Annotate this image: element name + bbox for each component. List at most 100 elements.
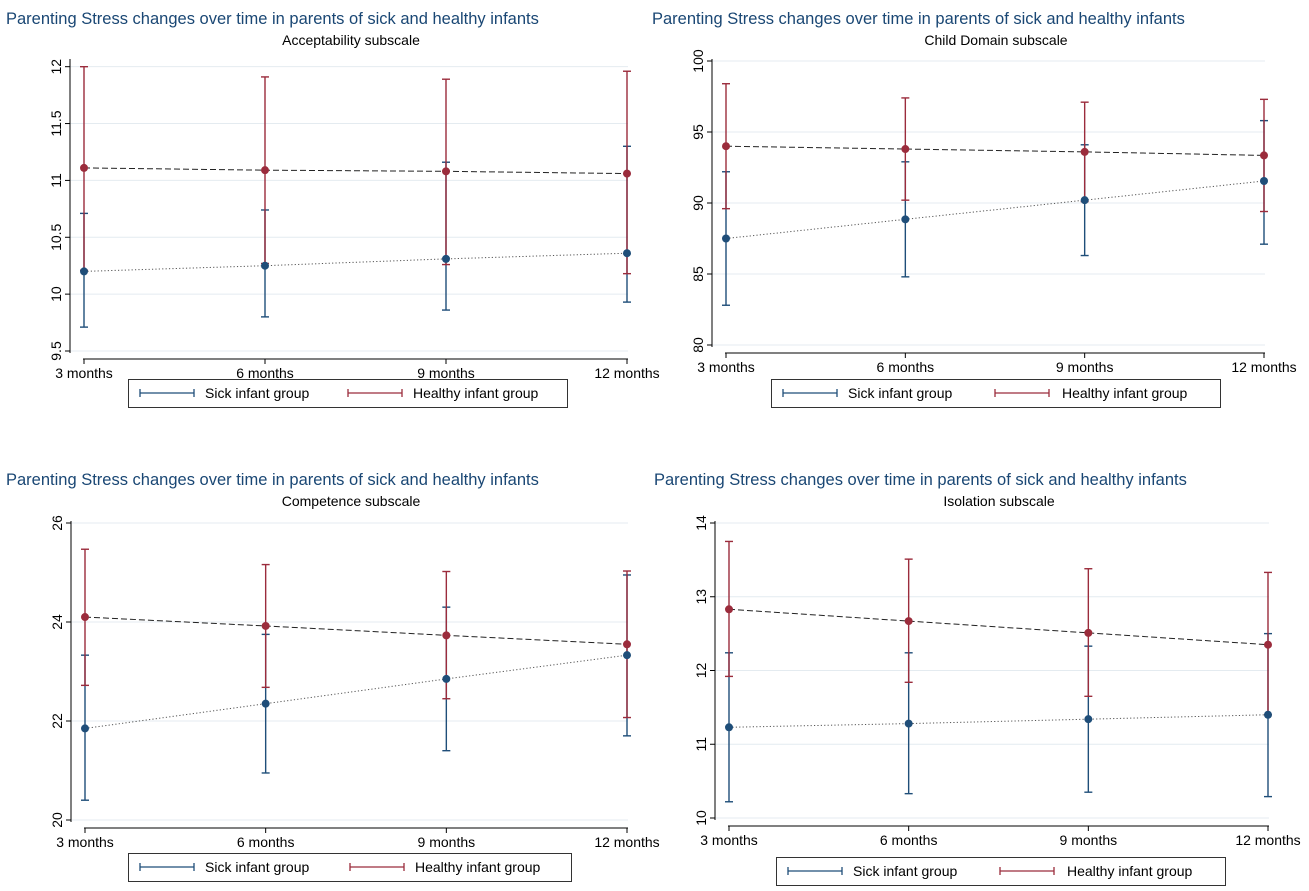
- data-point-sick: [1084, 715, 1093, 724]
- legend-label-healthy: Healthy infant group: [413, 385, 539, 401]
- y-tick-label: 20: [49, 812, 65, 828]
- legend-label-sick: Sick infant group: [853, 863, 958, 879]
- data-point-healthy: [442, 167, 450, 176]
- x-tick-label: 6 months: [877, 359, 935, 375]
- x-tick-label: 6 months: [880, 832, 938, 848]
- series-line-sick: [84, 654, 628, 729]
- legend-label-healthy: Healthy infant group: [415, 859, 541, 875]
- data-point-sick: [442, 674, 451, 683]
- y-tick-label: 24: [49, 614, 65, 630]
- legend-label-sick: Sick infant group: [205, 385, 310, 401]
- series-line-healthy: [725, 145, 1265, 156]
- y-tick-label: 9.5: [48, 341, 64, 361]
- legend-swatch-healthy: [347, 389, 403, 397]
- data-point-sick: [901, 215, 910, 224]
- series-line-sick: [725, 180, 1265, 239]
- legend-label-healthy: Healthy infant group: [1062, 385, 1188, 401]
- y-tick-label: 95: [690, 124, 706, 140]
- x-tick-label: 6 months: [237, 834, 295, 850]
- x-tick-label: 12 months: [594, 365, 659, 381]
- data-point-sick: [1080, 196, 1089, 205]
- x-tick-label: 6 months: [236, 365, 294, 381]
- x-tick-label: 9 months: [418, 834, 476, 850]
- chart-title: Parenting Stress changes over time in pa…: [6, 10, 539, 28]
- data-point-sick: [1264, 710, 1272, 719]
- data-point-healthy: [1080, 147, 1089, 156]
- data-point-sick: [623, 651, 631, 660]
- data-point-sick: [722, 234, 730, 243]
- chart-plot-isolation: 10 11 12 13 14 3 months 6 months 9 months 12 mon…: [693, 515, 1301, 848]
- data-point-healthy: [725, 605, 733, 614]
- data-point-healthy: [442, 631, 451, 640]
- series-line-sick: [83, 252, 628, 272]
- y-tick-label: 100: [690, 49, 706, 73]
- data-point-sick: [725, 723, 733, 732]
- data-point-healthy: [904, 617, 913, 626]
- y-tick-label: 10: [48, 286, 64, 302]
- x-tick-label: 9 months: [1060, 832, 1118, 848]
- chart-legend: Sick infant group Healthy infant group: [776, 857, 1226, 886]
- chart-subtitle: Competence subscale: [281, 493, 421, 509]
- legend-swatch-sick: [139, 863, 195, 871]
- y-tick-label: 12: [48, 59, 64, 75]
- y-tick-label: 12: [693, 663, 709, 679]
- data-point-healthy: [1260, 151, 1268, 160]
- chart-title: Parenting Stress changes over time in pa…: [654, 471, 1187, 489]
- data-point-healthy: [1084, 628, 1093, 637]
- chart-subtitle: Child Domain subscale: [924, 32, 1068, 48]
- y-tick-label: 13: [693, 589, 709, 605]
- data-point-healthy: [261, 166, 269, 175]
- chart-title: Parenting Stress changes over time in pa…: [6, 471, 539, 489]
- y-tick-label: 85: [690, 266, 706, 282]
- x-tick-label: 3 months: [56, 834, 114, 850]
- legend-swatch-healthy: [349, 863, 405, 871]
- y-tick-label: 14: [693, 515, 709, 531]
- x-tick-label: 12 months: [594, 834, 659, 850]
- chart-subtitle: Acceptability subscale: [282, 32, 420, 48]
- y-tick-label: 11: [48, 173, 64, 188]
- series-line-healthy: [728, 608, 1269, 646]
- x-tick-label: 9 months: [1056, 359, 1114, 375]
- data-point-healthy: [80, 163, 88, 172]
- series-line-sick: [728, 714, 1269, 728]
- chart-subtitle: Isolation subscale: [943, 493, 1055, 509]
- y-tick-label: 10.5: [48, 223, 64, 250]
- legend-swatch-healthy: [999, 867, 1055, 875]
- legend-swatch-sick: [782, 389, 838, 397]
- data-point-healthy: [623, 640, 631, 649]
- data-point-healthy: [1264, 640, 1272, 649]
- data-point-healthy: [623, 169, 631, 178]
- chart-title: Parenting Stress changes over time in pa…: [652, 10, 1185, 28]
- chart-legend: Sick infant group Healthy infant group: [128, 853, 572, 882]
- series-line-healthy: [84, 616, 628, 645]
- data-point-sick: [623, 249, 631, 258]
- legend-label-sick: Sick infant group: [205, 859, 310, 875]
- y-tick-label: 80: [690, 337, 706, 353]
- legend-swatch-sick: [787, 867, 843, 875]
- legend-swatch-healthy: [994, 389, 1050, 397]
- data-point-sick: [442, 254, 450, 263]
- data-point-sick: [81, 724, 89, 733]
- x-tick-label: 12 months: [1235, 832, 1300, 848]
- chart-plot-acceptability: 9.5 10 10.5 11 11.5 12 3 months 6 months 9 month…: [48, 59, 660, 381]
- y-tick-label: 90: [690, 195, 706, 211]
- x-tick-label: 12 months: [1231, 359, 1296, 375]
- x-tick-label: 3 months: [700, 832, 758, 848]
- y-tick-label: 11.5: [48, 110, 64, 136]
- x-tick-label: 3 months: [697, 359, 755, 375]
- x-tick-label: 3 months: [55, 365, 113, 381]
- data-point-sick: [1260, 176, 1268, 185]
- legend-swatch-sick: [139, 389, 195, 397]
- data-point-sick: [904, 719, 913, 728]
- x-tick-label: 9 months: [417, 365, 475, 381]
- series-line-healthy: [83, 167, 628, 175]
- data-point-sick: [261, 699, 270, 708]
- data-point-healthy: [901, 145, 910, 154]
- data-point-healthy: [81, 613, 89, 622]
- data-point-healthy: [261, 621, 270, 630]
- y-tick-label: 11: [693, 737, 709, 752]
- chart-legend: Sick infant group Healthy infant group: [128, 379, 568, 408]
- chart-plot-competence: 20 22 24 26 3 months 6 months 9 months 12 month…: [49, 515, 660, 850]
- data-point-sick: [80, 267, 88, 276]
